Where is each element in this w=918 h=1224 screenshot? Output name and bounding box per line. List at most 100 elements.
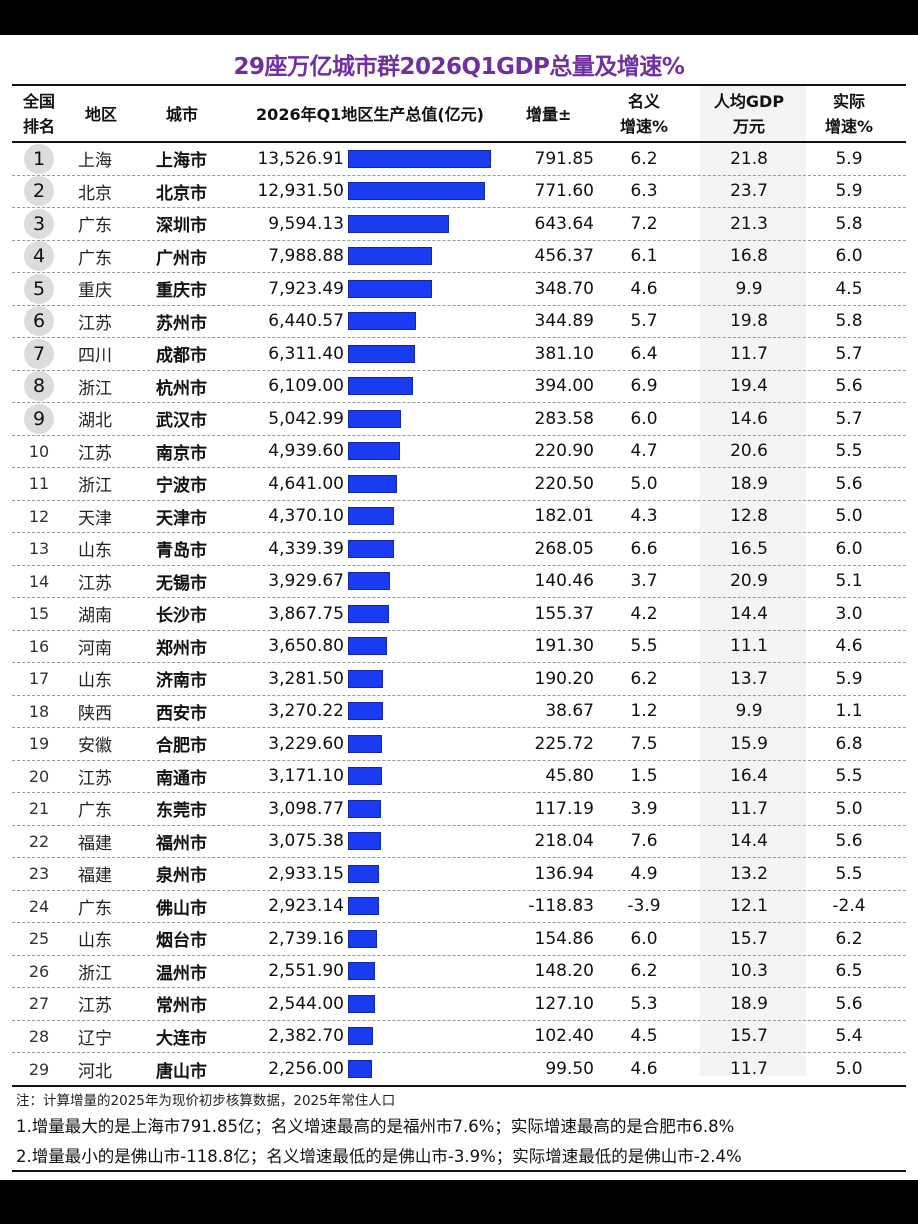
real-growth-cell: 5.6 [835, 376, 863, 397]
nominal-growth-cell: 6.0 [630, 928, 658, 949]
per-capita-cell: 21.3 [730, 213, 768, 234]
city-cell: 济南市 [156, 671, 207, 692]
region-cell: 江苏 [78, 313, 112, 334]
region-cell: 江苏 [78, 996, 112, 1017]
rank-cell: 21 [12, 799, 66, 818]
region-cell: 浙江 [78, 963, 112, 984]
table-row: 22 福建 福州市 3,075.38 218.04 7.6 14.4 5.6 [12, 826, 906, 858]
per-capita-cell: 12.8 [730, 506, 768, 527]
increase-cell: 394.00 [534, 376, 594, 397]
nominal-growth-cell: 1.2 [630, 701, 658, 722]
header-rank-line2: 排名 [22, 117, 55, 136]
city-cell: 西安市 [156, 703, 207, 724]
rank-badge: 11 [28, 474, 50, 494]
increase-cell: 268.05 [534, 538, 594, 559]
real-growth-cell: -2.4 [832, 896, 866, 917]
city-cell: 长沙市 [156, 606, 207, 627]
gdp-bar-cell [348, 176, 512, 208]
rank-badge: 29 [28, 1059, 50, 1079]
region-cell: 陕西 [78, 703, 112, 724]
per-capita-cell: 20.6 [730, 441, 768, 462]
gdp-bar [348, 507, 394, 526]
city-cell: 东莞市 [156, 801, 207, 822]
gdp-cell: 3,650.80 [268, 636, 344, 657]
increase-cell: 148.20 [534, 961, 594, 982]
gdp-cell: 6,440.57 [268, 311, 344, 332]
increase-cell: 154.86 [534, 928, 594, 949]
city-cell: 烟台市 [156, 931, 207, 952]
increase-cell: 344.89 [534, 311, 594, 332]
table-row: 10 江苏 南京市 4,939.60 220.90 4.7 20.6 5.5 [12, 436, 906, 468]
region-cell: 辽宁 [78, 1028, 112, 1049]
increase-cell: 136.94 [534, 863, 594, 884]
city-cell: 杭州市 [156, 378, 207, 399]
gdp-bar [348, 1027, 373, 1046]
end-rule [12, 1170, 906, 1172]
nominal-growth-cell: 4.9 [630, 863, 658, 884]
rank-badge: 4 [24, 241, 54, 272]
nominal-growth-cell: 6.6 [630, 538, 658, 559]
gdp-cell: 5,042.99 [268, 408, 344, 429]
header-per-capita: 人均GDP 万元 [694, 89, 804, 139]
header-gdp: 2026年Q1地区生产总值(亿元) [256, 104, 484, 124]
region-cell: 安徽 [78, 736, 112, 757]
header-increase: 增量± [526, 104, 572, 124]
real-growth-cell: 5.1 [835, 571, 863, 592]
header-region: 地区 [84, 104, 117, 124]
table-body: 1 上海 上海市 13,526.91 791.85 6.2 21.8 5.9 2 北京 北京市 12,… [12, 143, 906, 1086]
region-cell: 山东 [78, 671, 112, 692]
region-cell: 福建 [78, 866, 112, 887]
city-cell: 温州市 [156, 963, 207, 984]
table-row: 23 福建 泉州市 2,933.15 136.94 4.9 13.2 5.5 [12, 858, 906, 891]
real-growth-cell: 5.0 [835, 506, 863, 527]
table-row: 3 广东 深圳市 9,594.13 643.64 7.2 21.3 5.8 [12, 208, 906, 241]
city-cell: 青岛市 [156, 541, 207, 562]
region-cell: 河北 [78, 1061, 112, 1082]
region-cell: 广东 [78, 898, 112, 919]
table-row: 20 江苏 南通市 3,171.10 45.80 1.5 16.4 5.5 [12, 761, 906, 793]
rank-badge: 21 [28, 799, 50, 819]
rank-badge: 24 [28, 896, 50, 916]
nominal-growth-cell: 5.3 [630, 993, 658, 1014]
gdp-cell: 3,270.22 [268, 701, 344, 722]
per-capita-column-shade [700, 86, 806, 1076]
region-cell: 山东 [78, 541, 112, 562]
rank-cell: 9 [12, 403, 66, 434]
rank-cell: 28 [12, 1027, 66, 1046]
per-capita-cell: 10.3 [730, 961, 768, 982]
region-cell: 广东 [78, 216, 112, 237]
gdp-bar-cell [348, 273, 512, 305]
per-capita-cell: 13.7 [730, 668, 768, 689]
rank-cell: 27 [12, 994, 66, 1013]
gdp-cell: 3,867.75 [268, 603, 344, 624]
table-row: 8 浙江 杭州市 6,109.00 394.00 6.9 19.4 5.6 [12, 371, 906, 403]
gdp-bar [348, 832, 381, 851]
rank-cell: 17 [12, 669, 66, 688]
gdp-bar [348, 247, 432, 266]
nominal-growth-cell: 4.3 [630, 506, 658, 527]
gdp-bar-cell [348, 241, 512, 273]
table-row: 2 北京 北京市 12,931.50 771.60 6.3 23.7 5.9 [12, 176, 906, 208]
header-per-capita-line2: 万元 [732, 117, 765, 136]
gdp-cell: 2,551.90 [268, 961, 344, 982]
gdp-bar-cell [348, 956, 512, 988]
rank-cell: 7 [12, 338, 66, 369]
per-capita-cell: 18.9 [730, 993, 768, 1014]
increase-cell: 102.40 [534, 1026, 594, 1047]
increase-cell: 117.19 [534, 798, 594, 819]
rank-cell: 12 [12, 507, 66, 526]
header-rule [12, 141, 906, 143]
city-cell: 大连市 [156, 1028, 207, 1049]
nominal-growth-cell: 6.1 [630, 246, 658, 267]
increase-cell: -118.83 [528, 896, 594, 917]
rank-cell: 22 [12, 832, 66, 851]
rank-badge: 20 [28, 766, 50, 786]
increase-cell: 218.04 [534, 831, 594, 852]
rank-cell: 25 [12, 929, 66, 948]
rank-cell: 13 [12, 539, 66, 558]
bottom-rule [12, 1085, 906, 1087]
rank-cell: 6 [12, 306, 66, 337]
rank-cell: 16 [12, 637, 66, 656]
city-cell: 武汉市 [156, 411, 207, 432]
rank-cell: 15 [12, 604, 66, 623]
